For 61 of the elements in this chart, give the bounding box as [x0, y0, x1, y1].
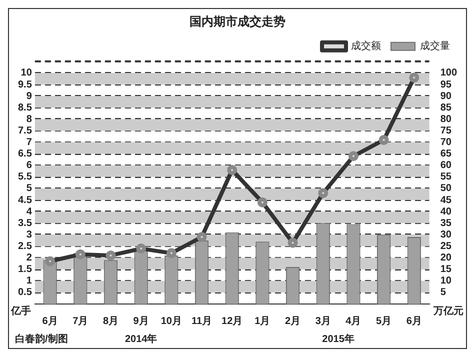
y-tick-label: 1.5 [18, 264, 32, 276]
y-tick-label: 6 [26, 160, 32, 172]
x-tick-label: 1月 [254, 316, 270, 327]
chart-title: 国内期市成交走势 [190, 14, 286, 29]
y2-tick-label: 15 [440, 264, 452, 276]
y-tick-label: 3 [26, 229, 32, 240]
y2-tick-label: 55 [440, 172, 452, 183]
y2-tick-label: 100 [440, 68, 458, 79]
x-tick-label: 5月 [376, 316, 392, 327]
y2-tick-label: 60 [440, 160, 452, 172]
x-tick-label: 12月 [222, 316, 243, 327]
y2-tick-label: 95 [440, 79, 452, 90]
y-tick-label: 2 [26, 252, 32, 264]
legend-label: 成交额 [351, 40, 381, 52]
text: 2015年 [322, 332, 354, 345]
y2-tick-label: 50 [440, 183, 452, 194]
y-tick-label: 8 [26, 114, 32, 125]
y-tick-label: 2.5 [18, 240, 32, 252]
y-tick-label: 6.5 [18, 148, 32, 160]
y2-tick-label: 5 [440, 287, 446, 298]
text: 白春韵/制图 [15, 332, 68, 345]
x-tick-label: 11月 [191, 316, 212, 327]
y-tick-label: 4 [26, 206, 32, 218]
x-tick-label: 6月 [406, 316, 422, 327]
y-tick-label: 9 [26, 90, 32, 102]
y-tick-label: 7 [26, 137, 32, 148]
y2-tick-label: 85 [440, 102, 452, 114]
text: 2014年 [124, 332, 158, 345]
y2-tick-label: 80 [440, 114, 452, 125]
y2-tick-label: 65 [440, 148, 452, 160]
y2-tick-label: 70 [440, 137, 452, 148]
y-tick-label: 10 [20, 68, 32, 79]
y-tick-label: 5 [26, 183, 32, 194]
y-tick-label: 1 [26, 276, 32, 287]
y2-tick-label: 25 [440, 240, 452, 252]
x-tick-label: 8月 [102, 316, 119, 327]
y2-axis-title: 万亿元 [432, 304, 464, 317]
y-tick-label: 5.5 [18, 172, 32, 183]
y2-tick-label: 30 [440, 229, 452, 240]
y2-tick-label: 10 [440, 276, 452, 287]
x-tick-label: 3月 [315, 316, 331, 327]
y-tick-label: 3.5 [18, 218, 32, 229]
y-tick-label: 7.5 [18, 125, 32, 136]
x-tick-label: 7月 [72, 316, 88, 327]
x-tick-label: 4月 [346, 316, 362, 327]
x-tick-label: 10月 [160, 316, 182, 327]
y-tick-label: 0.5 [18, 287, 32, 298]
x-tick-label: 9月 [133, 316, 149, 327]
y2-tick-label: 35 [440, 218, 452, 229]
x-tick-label: 6月 [42, 316, 58, 327]
y2-tick-label: 45 [440, 194, 452, 206]
y-axis-title: 亿手 [10, 304, 31, 317]
y-tick-label: 4.5 [18, 194, 32, 206]
legend-label: 成交量 [420, 40, 450, 52]
y2-tick-label: 40 [440, 206, 452, 218]
y2-tick-label: 20 [440, 252, 452, 264]
y-tick-label: 9.5 [18, 79, 32, 90]
y-tick-label: 8.5 [18, 102, 32, 114]
y2-tick-label: 90 [440, 90, 452, 102]
y2-tick-label: 75 [440, 125, 452, 136]
x-tick-label: 2月 [285, 316, 301, 327]
